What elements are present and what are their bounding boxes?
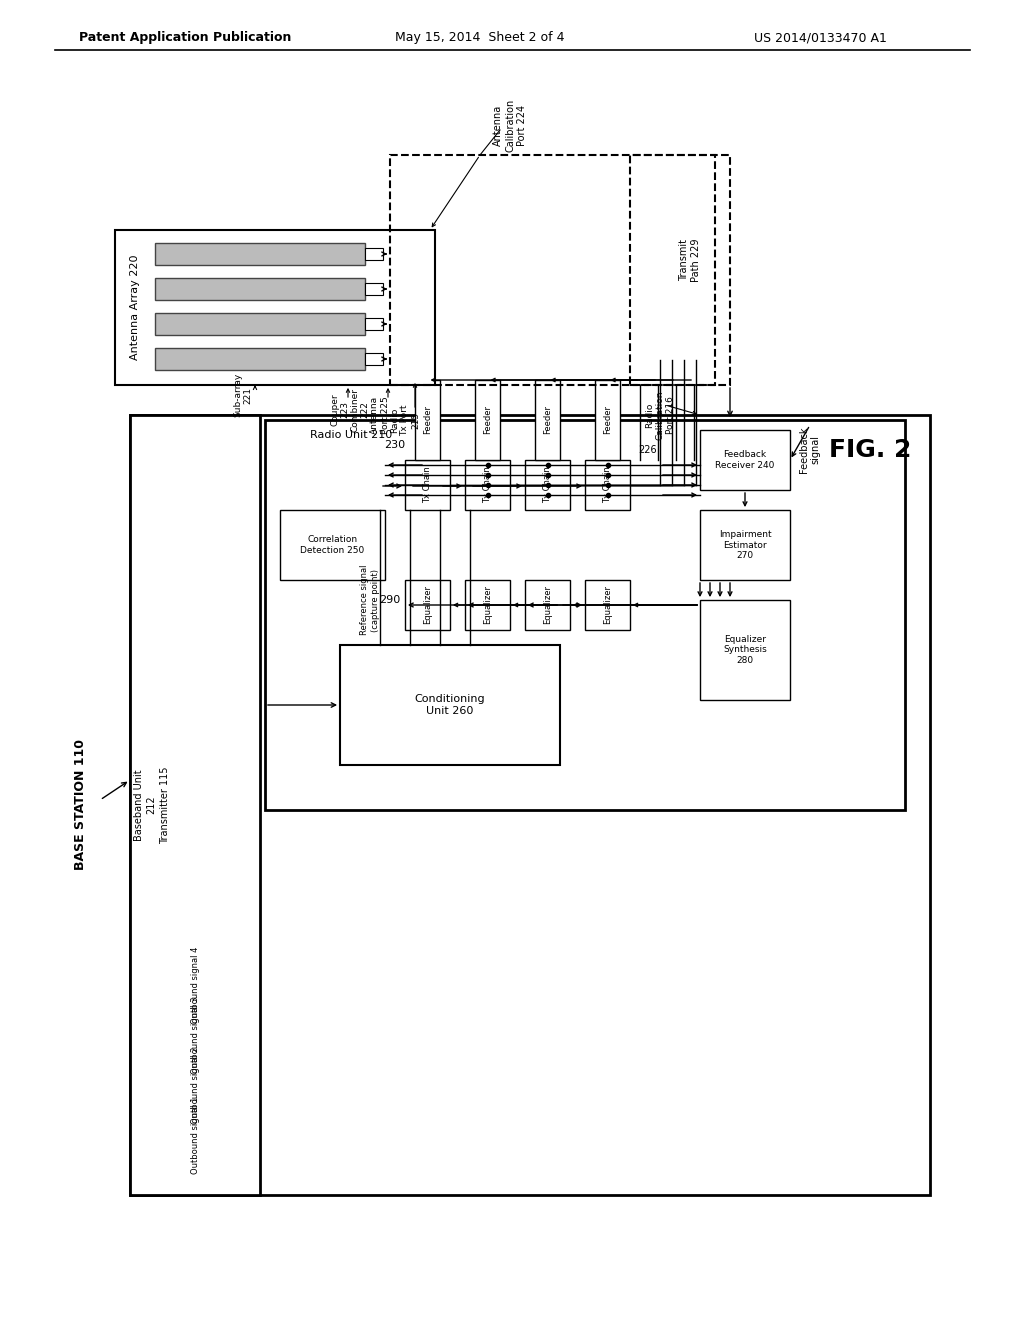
- Bar: [365, 318, 383, 330]
- Text: Outbound signal 1: Outbound signal 1: [190, 1097, 200, 1173]
- Text: Sub-array
221: Sub-array 221: [233, 372, 253, 417]
- Text: US 2014/0133470 A1: US 2014/0133470 A1: [754, 32, 887, 45]
- Bar: [585, 579, 630, 630]
- Bar: [465, 579, 510, 630]
- Text: Feeder: Feeder: [603, 405, 612, 434]
- Bar: [525, 579, 570, 630]
- Text: Antenna
Port 225: Antenna Port 225: [371, 396, 390, 434]
- Bar: [265, 420, 905, 810]
- Bar: [585, 459, 630, 510]
- Text: Feeder: Feeder: [543, 405, 552, 434]
- Text: Feedback
signal: Feedback signal: [799, 426, 821, 474]
- Bar: [115, 230, 435, 385]
- Text: Antenna Array 220: Antenna Array 220: [130, 255, 140, 360]
- Bar: [406, 579, 450, 630]
- Text: May 15, 2014  Sheet 2 of 4: May 15, 2014 Sheet 2 of 4: [395, 32, 565, 45]
- Text: Equalizer: Equalizer: [483, 586, 492, 624]
- Bar: [130, 414, 930, 1195]
- Text: Baseband Unit
212: Baseband Unit 212: [134, 770, 156, 841]
- Text: Radio
Calibration
Port 216: Radio Calibration Port 216: [645, 391, 675, 440]
- Bar: [595, 380, 620, 459]
- Text: 230: 230: [384, 440, 406, 450]
- Text: Feeder: Feeder: [483, 405, 492, 434]
- Bar: [475, 380, 500, 459]
- Text: Equalizer
Synthesis
280: Equalizer Synthesis 280: [723, 635, 767, 665]
- Text: Feedback
Receiver 240: Feedback Receiver 240: [716, 450, 775, 470]
- Bar: [155, 313, 365, 335]
- Text: 290: 290: [379, 595, 400, 605]
- Text: Couper
223: Couper 223: [331, 393, 350, 426]
- Text: Equalizer: Equalizer: [543, 586, 552, 624]
- Text: Impairment
Estimator
270: Impairment Estimator 270: [719, 531, 771, 560]
- Bar: [700, 510, 790, 579]
- Text: Outbound signal 4: Outbound signal 4: [190, 946, 200, 1024]
- Bar: [700, 430, 790, 490]
- Text: Transmit
Path 229: Transmit Path 229: [679, 238, 700, 281]
- Text: Reference signal
(capture point): Reference signal (capture point): [360, 565, 380, 635]
- Bar: [700, 601, 790, 700]
- Text: Tx Chain: Tx Chain: [543, 467, 552, 503]
- Bar: [630, 154, 730, 385]
- Bar: [406, 459, 450, 510]
- Text: Antenna
Calibration
Port 224: Antenna Calibration Port 224: [494, 99, 526, 152]
- Text: Radio Unit 210: Radio Unit 210: [310, 430, 392, 440]
- Text: FIG. 2: FIG. 2: [828, 438, 911, 462]
- Text: Transmitter 115: Transmitter 115: [160, 766, 170, 843]
- Bar: [365, 282, 383, 294]
- Text: Correlation
Detection 250: Correlation Detection 250: [300, 536, 365, 554]
- Text: 226: 226: [639, 445, 657, 455]
- Bar: [390, 154, 715, 385]
- Text: Combiner
222: Combiner 222: [350, 388, 370, 432]
- Text: BASE STATION 110: BASE STATION 110: [74, 739, 86, 870]
- Text: Tx Chain: Tx Chain: [423, 467, 432, 503]
- Bar: [525, 459, 570, 510]
- Text: Conditioning
Unit 260: Conditioning Unit 260: [415, 694, 485, 715]
- Bar: [155, 243, 365, 265]
- Text: Equalizer: Equalizer: [423, 586, 432, 624]
- Bar: [365, 352, 383, 366]
- Text: Tx Chain: Tx Chain: [603, 467, 612, 503]
- Bar: [415, 380, 440, 459]
- Bar: [340, 645, 560, 766]
- Text: Equalizer: Equalizer: [603, 586, 612, 624]
- Text: Outbound signal 3: Outbound signal 3: [190, 997, 200, 1073]
- Bar: [280, 510, 385, 579]
- Bar: [465, 459, 510, 510]
- Text: Outbound signal 2: Outbound signal 2: [190, 1047, 200, 1123]
- Text: Radio
Tx Port
215: Radio Tx Port 215: [390, 404, 420, 436]
- Bar: [535, 380, 560, 459]
- Bar: [365, 248, 383, 260]
- Text: Feeder: Feeder: [423, 405, 432, 434]
- Text: Tx Chain: Tx Chain: [483, 467, 492, 503]
- Bar: [155, 279, 365, 300]
- Text: Patent Application Publication: Patent Application Publication: [79, 32, 291, 45]
- Bar: [130, 414, 260, 1195]
- Bar: [155, 348, 365, 370]
